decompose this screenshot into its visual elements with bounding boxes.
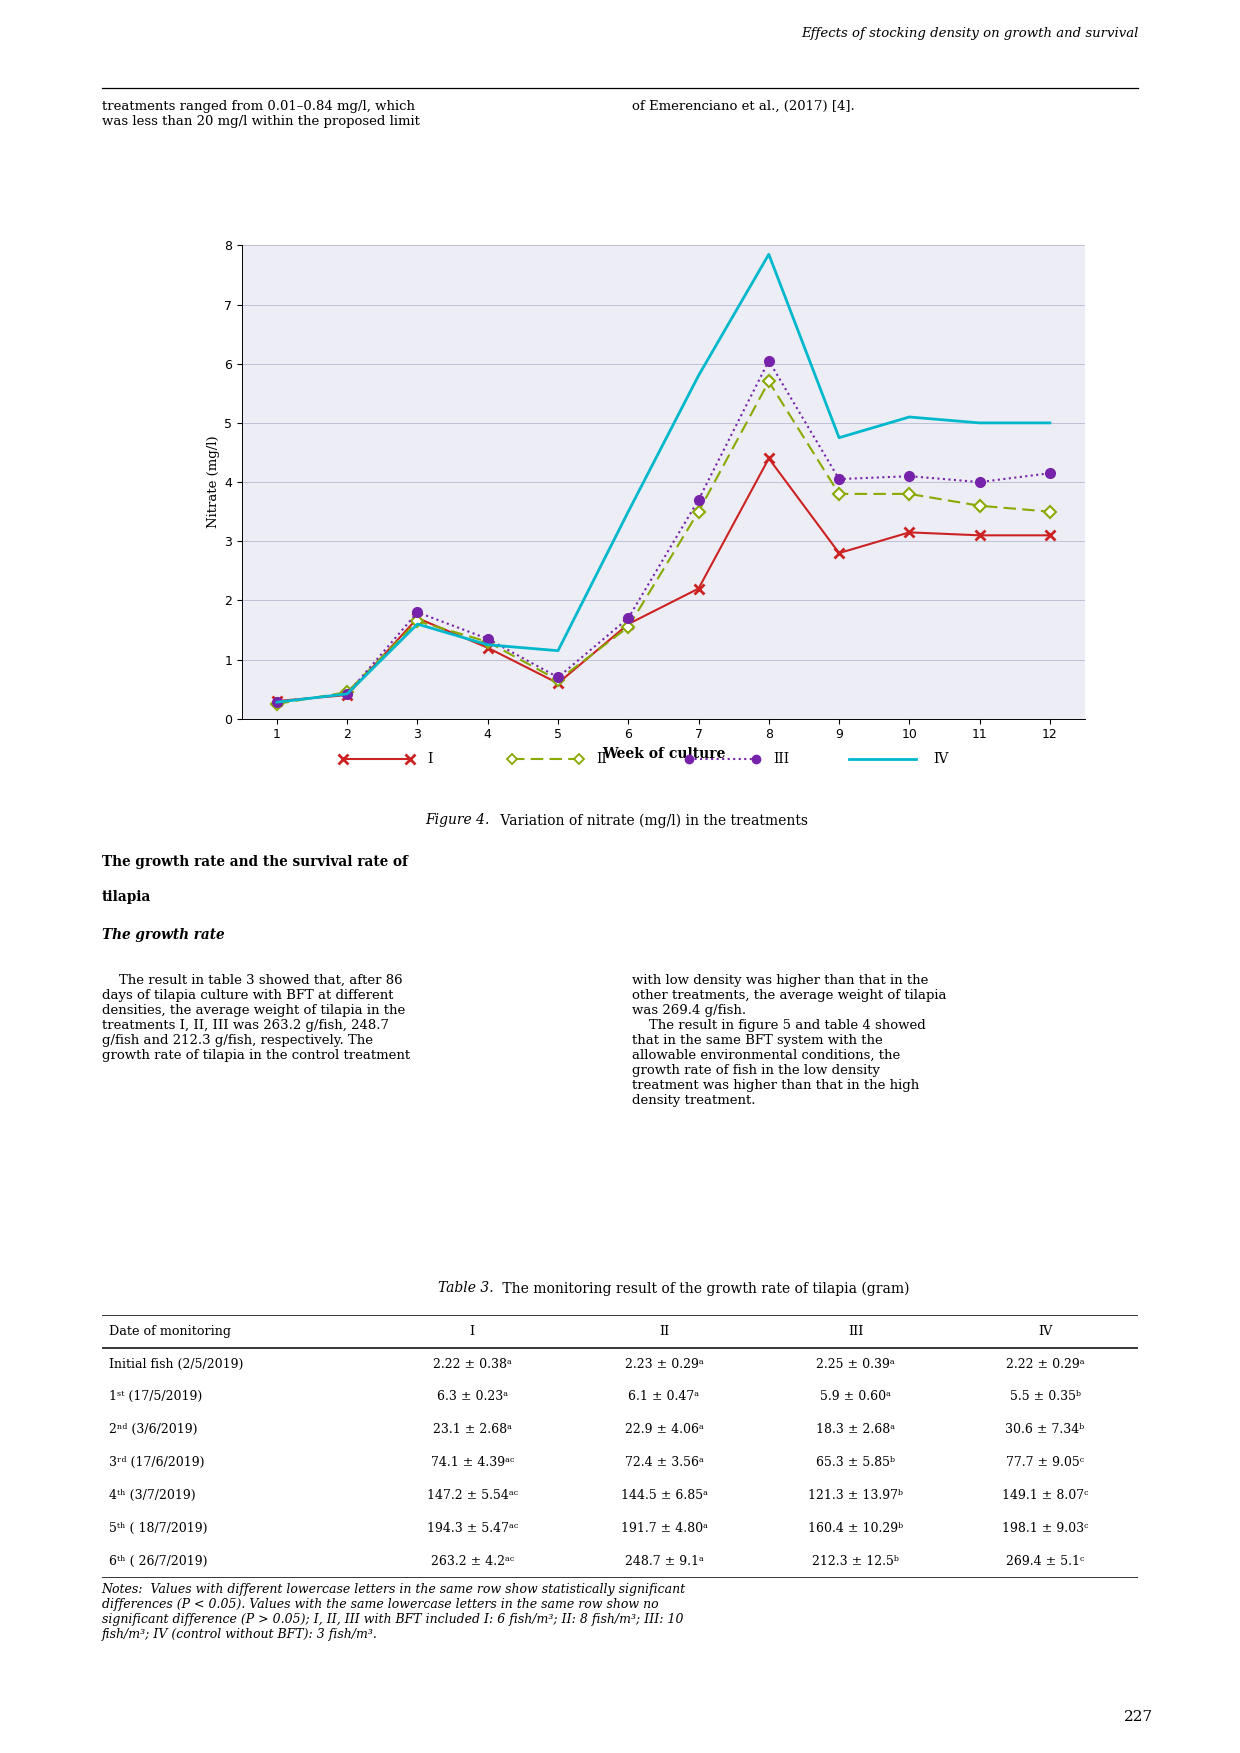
Text: 191.7 ± 4.80ᵃ: 191.7 ± 4.80ᵃ	[620, 1522, 708, 1536]
Text: 1ˢᵗ (17/5/2019): 1ˢᵗ (17/5/2019)	[109, 1390, 202, 1404]
Text: 30.6 ± 7.34ᵇ: 30.6 ± 7.34ᵇ	[1006, 1423, 1085, 1436]
Text: 248.7 ± 9.1ᵃ: 248.7 ± 9.1ᵃ	[625, 1555, 703, 1567]
Text: 5.5 ± 0.35ᵇ: 5.5 ± 0.35ᵇ	[1009, 1390, 1080, 1404]
Y-axis label: Nitrate (mg/l): Nitrate (mg/l)	[207, 436, 219, 528]
Text: 2.22 ± 0.29ᵃ: 2.22 ± 0.29ᵃ	[1006, 1357, 1084, 1371]
Text: The growth rate and the survival rate of: The growth rate and the survival rate of	[102, 855, 408, 869]
Text: 121.3 ± 13.97ᵇ: 121.3 ± 13.97ᵇ	[808, 1488, 903, 1502]
Text: with low density was higher than that in the
other treatments, the average weigh: with low density was higher than that in…	[632, 975, 947, 1108]
X-axis label: Week of culture: Week of culture	[601, 747, 725, 761]
Text: 263.2 ± 4.2ᵃᶜ: 263.2 ± 4.2ᵃᶜ	[430, 1555, 513, 1567]
Text: 160.4 ± 10.29ᵇ: 160.4 ± 10.29ᵇ	[808, 1522, 904, 1536]
Text: 23.1 ± 2.68ᵃ: 23.1 ± 2.68ᵃ	[433, 1423, 512, 1436]
Text: 74.1 ± 4.39ᵃᶜ: 74.1 ± 4.39ᵃᶜ	[430, 1457, 513, 1469]
Text: 6ᵗʰ ( 26/7/2019): 6ᵗʰ ( 26/7/2019)	[109, 1555, 207, 1567]
Text: I: I	[470, 1325, 475, 1338]
Text: The monitoring result of the growth rate of tilapia (gram): The monitoring result of the growth rate…	[498, 1281, 910, 1295]
Text: 194.3 ± 5.47ᵃᶜ: 194.3 ± 5.47ᵃᶜ	[427, 1522, 518, 1536]
Text: 5ᵗʰ ( 18/7/2019): 5ᵗʰ ( 18/7/2019)	[109, 1522, 207, 1536]
Text: 227: 227	[1123, 1711, 1153, 1723]
Text: treatments ranged from 0.01–0.84 mg/l, which
was less than 20 mg/l within the pr: treatments ranged from 0.01–0.84 mg/l, w…	[102, 100, 419, 128]
Text: 65.3 ± 5.85ᵇ: 65.3 ± 5.85ᵇ	[816, 1457, 895, 1469]
Text: 22.9 ± 4.06ᵃ: 22.9 ± 4.06ᵃ	[625, 1423, 703, 1436]
Text: 2.22 ± 0.38ᵃ: 2.22 ± 0.38ᵃ	[433, 1357, 512, 1371]
Text: I: I	[428, 752, 433, 766]
Text: Table 3.: Table 3.	[438, 1281, 494, 1295]
Text: 149.1 ± 8.07ᶜ: 149.1 ± 8.07ᶜ	[1002, 1488, 1089, 1502]
Text: 144.5 ± 6.85ᵃ: 144.5 ± 6.85ᵃ	[620, 1488, 708, 1502]
Text: Initial fish (2/5/2019): Initial fish (2/5/2019)	[109, 1357, 243, 1371]
Text: Notes:  Values with different lowercase letters in the same row show statistical: Notes: Values with different lowercase l…	[102, 1583, 686, 1641]
Text: 198.1 ± 9.03ᶜ: 198.1 ± 9.03ᶜ	[1002, 1522, 1089, 1536]
Text: 269.4 ± 5.1ᶜ: 269.4 ± 5.1ᶜ	[1006, 1555, 1084, 1567]
Text: 5.9 ± 0.60ᵃ: 5.9 ± 0.60ᵃ	[821, 1390, 892, 1404]
Text: tilapia: tilapia	[102, 891, 151, 905]
Text: Variation of nitrate (mg/l) in the treatments: Variation of nitrate (mg/l) in the treat…	[496, 813, 808, 827]
Text: of Emerenciano et al., (2017) [4].: of Emerenciano et al., (2017) [4].	[632, 100, 856, 112]
Text: III: III	[773, 752, 789, 766]
Text: IV: IV	[1038, 1325, 1053, 1338]
Text: 147.2 ± 5.54ᵃᶜ: 147.2 ± 5.54ᵃᶜ	[427, 1488, 518, 1502]
Text: Effects of stocking density on growth and survival: Effects of stocking density on growth an…	[801, 26, 1138, 40]
Text: Date of monitoring: Date of monitoring	[109, 1325, 231, 1338]
Text: 2.23 ± 0.29ᵃ: 2.23 ± 0.29ᵃ	[625, 1357, 703, 1371]
Text: The result in table 3 showed that, after 86
days of tilapia culture with BFT at : The result in table 3 showed that, after…	[102, 975, 409, 1062]
Text: II: II	[658, 1325, 670, 1338]
Text: 212.3 ± 12.5ᵇ: 212.3 ± 12.5ᵇ	[812, 1555, 899, 1567]
Text: IV: IV	[934, 752, 949, 766]
Text: 18.3 ± 2.68ᵃ: 18.3 ± 2.68ᵃ	[816, 1423, 895, 1436]
Text: Figure 4.: Figure 4.	[425, 813, 490, 827]
Text: 72.4 ± 3.56ᵃ: 72.4 ± 3.56ᵃ	[625, 1457, 703, 1469]
Text: 2ⁿᵈ (3/6/2019): 2ⁿᵈ (3/6/2019)	[109, 1423, 197, 1436]
Text: 77.7 ± 9.05ᶜ: 77.7 ± 9.05ᶜ	[1006, 1457, 1084, 1469]
Text: 6.3 ± 0.23ᵃ: 6.3 ± 0.23ᵃ	[436, 1390, 508, 1404]
Text: III: III	[848, 1325, 863, 1338]
Text: II: II	[596, 752, 606, 766]
Text: 3ʳᵈ (17/6/2019): 3ʳᵈ (17/6/2019)	[109, 1457, 205, 1469]
Text: 4ᵗʰ (3/7/2019): 4ᵗʰ (3/7/2019)	[109, 1488, 196, 1502]
Text: The growth rate: The growth rate	[102, 927, 224, 941]
Text: 2.25 ± 0.39ᵃ: 2.25 ± 0.39ᵃ	[816, 1357, 895, 1371]
Text: 6.1 ± 0.47ᵃ: 6.1 ± 0.47ᵃ	[629, 1390, 699, 1404]
